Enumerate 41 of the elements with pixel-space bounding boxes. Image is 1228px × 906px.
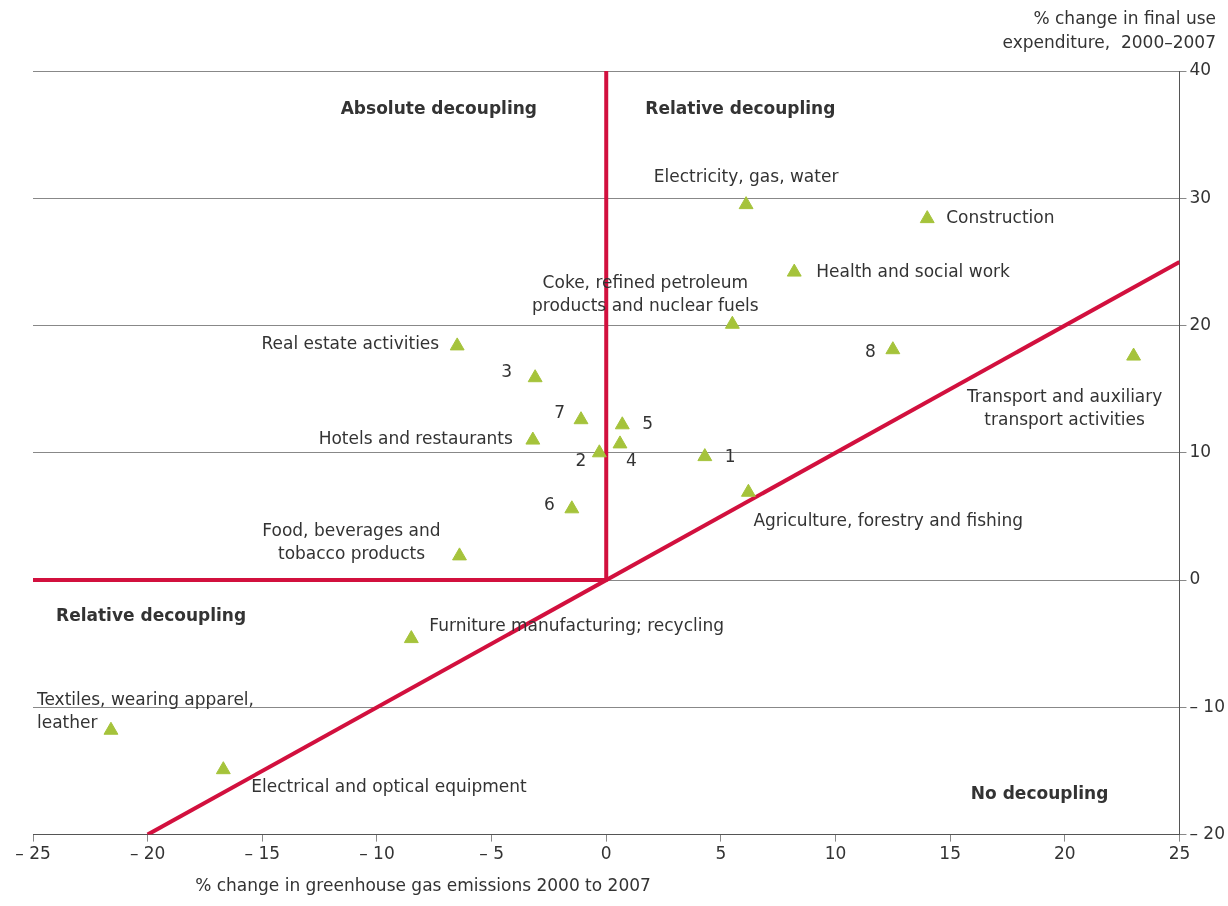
- text: Textiles, wearing apparel, leather: [35, 688, 255, 732]
- annotation: Relative decoupling: [56, 605, 247, 626]
- series-label: Food, beverages and tobacco products: [262, 520, 441, 564]
- text: Transport and auxiliary transport activities: [965, 386, 1163, 430]
- x-tick-label: 0: [600, 843, 612, 864]
- annotation: No decoupling: [970, 782, 1109, 803]
- series-label: 2: [575, 450, 587, 471]
- y-axis-title: % change in final use expenditure, 2000–2007: [1002, 8, 1216, 53]
- annotation: Absolute decoupling: [340, 97, 537, 118]
- y-tick-label: 20: [1189, 313, 1212, 334]
- x-tick-label: 25: [1168, 843, 1191, 864]
- x-tick-label: 10: [824, 843, 847, 864]
- series-label: 6: [544, 494, 555, 515]
- series-label: 4: [625, 450, 637, 471]
- x-tick-label: – 10: [359, 843, 395, 864]
- x-tick-label: – 20: [129, 843, 166, 864]
- x-tick-label: – 15: [244, 843, 281, 864]
- y-tick-label: 40: [1189, 59, 1212, 80]
- y-tick-label: 10: [1189, 441, 1212, 462]
- x-tick-label: 15: [939, 843, 961, 864]
- series-label: 5: [642, 413, 654, 434]
- series-label: Electricity, gas, water: [653, 166, 839, 187]
- y-tick-label: – 20: [1189, 823, 1226, 844]
- y-tick-label: 30: [1189, 186, 1212, 207]
- series-label: Health and social work: [816, 260, 1011, 281]
- series-label: Construction: [946, 207, 1055, 228]
- series-label: Electrical and optical equipment: [251, 776, 528, 797]
- series-label: Hotels and restaurants: [318, 428, 513, 449]
- series-label: 8: [865, 341, 876, 362]
- x-tick-label: 20: [1054, 843, 1076, 864]
- x-tick-label: – 25: [15, 843, 51, 864]
- x-axis-title: % change in greenhouse gas emissions 2000 to 2007: [195, 875, 651, 896]
- series-label: Agriculture, forestry and fishing: [753, 509, 1024, 530]
- series-label: Real estate activities: [261, 333, 440, 354]
- annotation: Relative decoupling: [645, 97, 836, 118]
- y-tick-label: 0: [1189, 568, 1201, 589]
- y-tick-label: – 10: [1189, 695, 1226, 716]
- series-label: 7: [554, 402, 566, 423]
- series-label: 3: [501, 361, 513, 382]
- x-tick-label: 5: [715, 843, 727, 864]
- x-tick-label: – 5: [479, 843, 504, 864]
